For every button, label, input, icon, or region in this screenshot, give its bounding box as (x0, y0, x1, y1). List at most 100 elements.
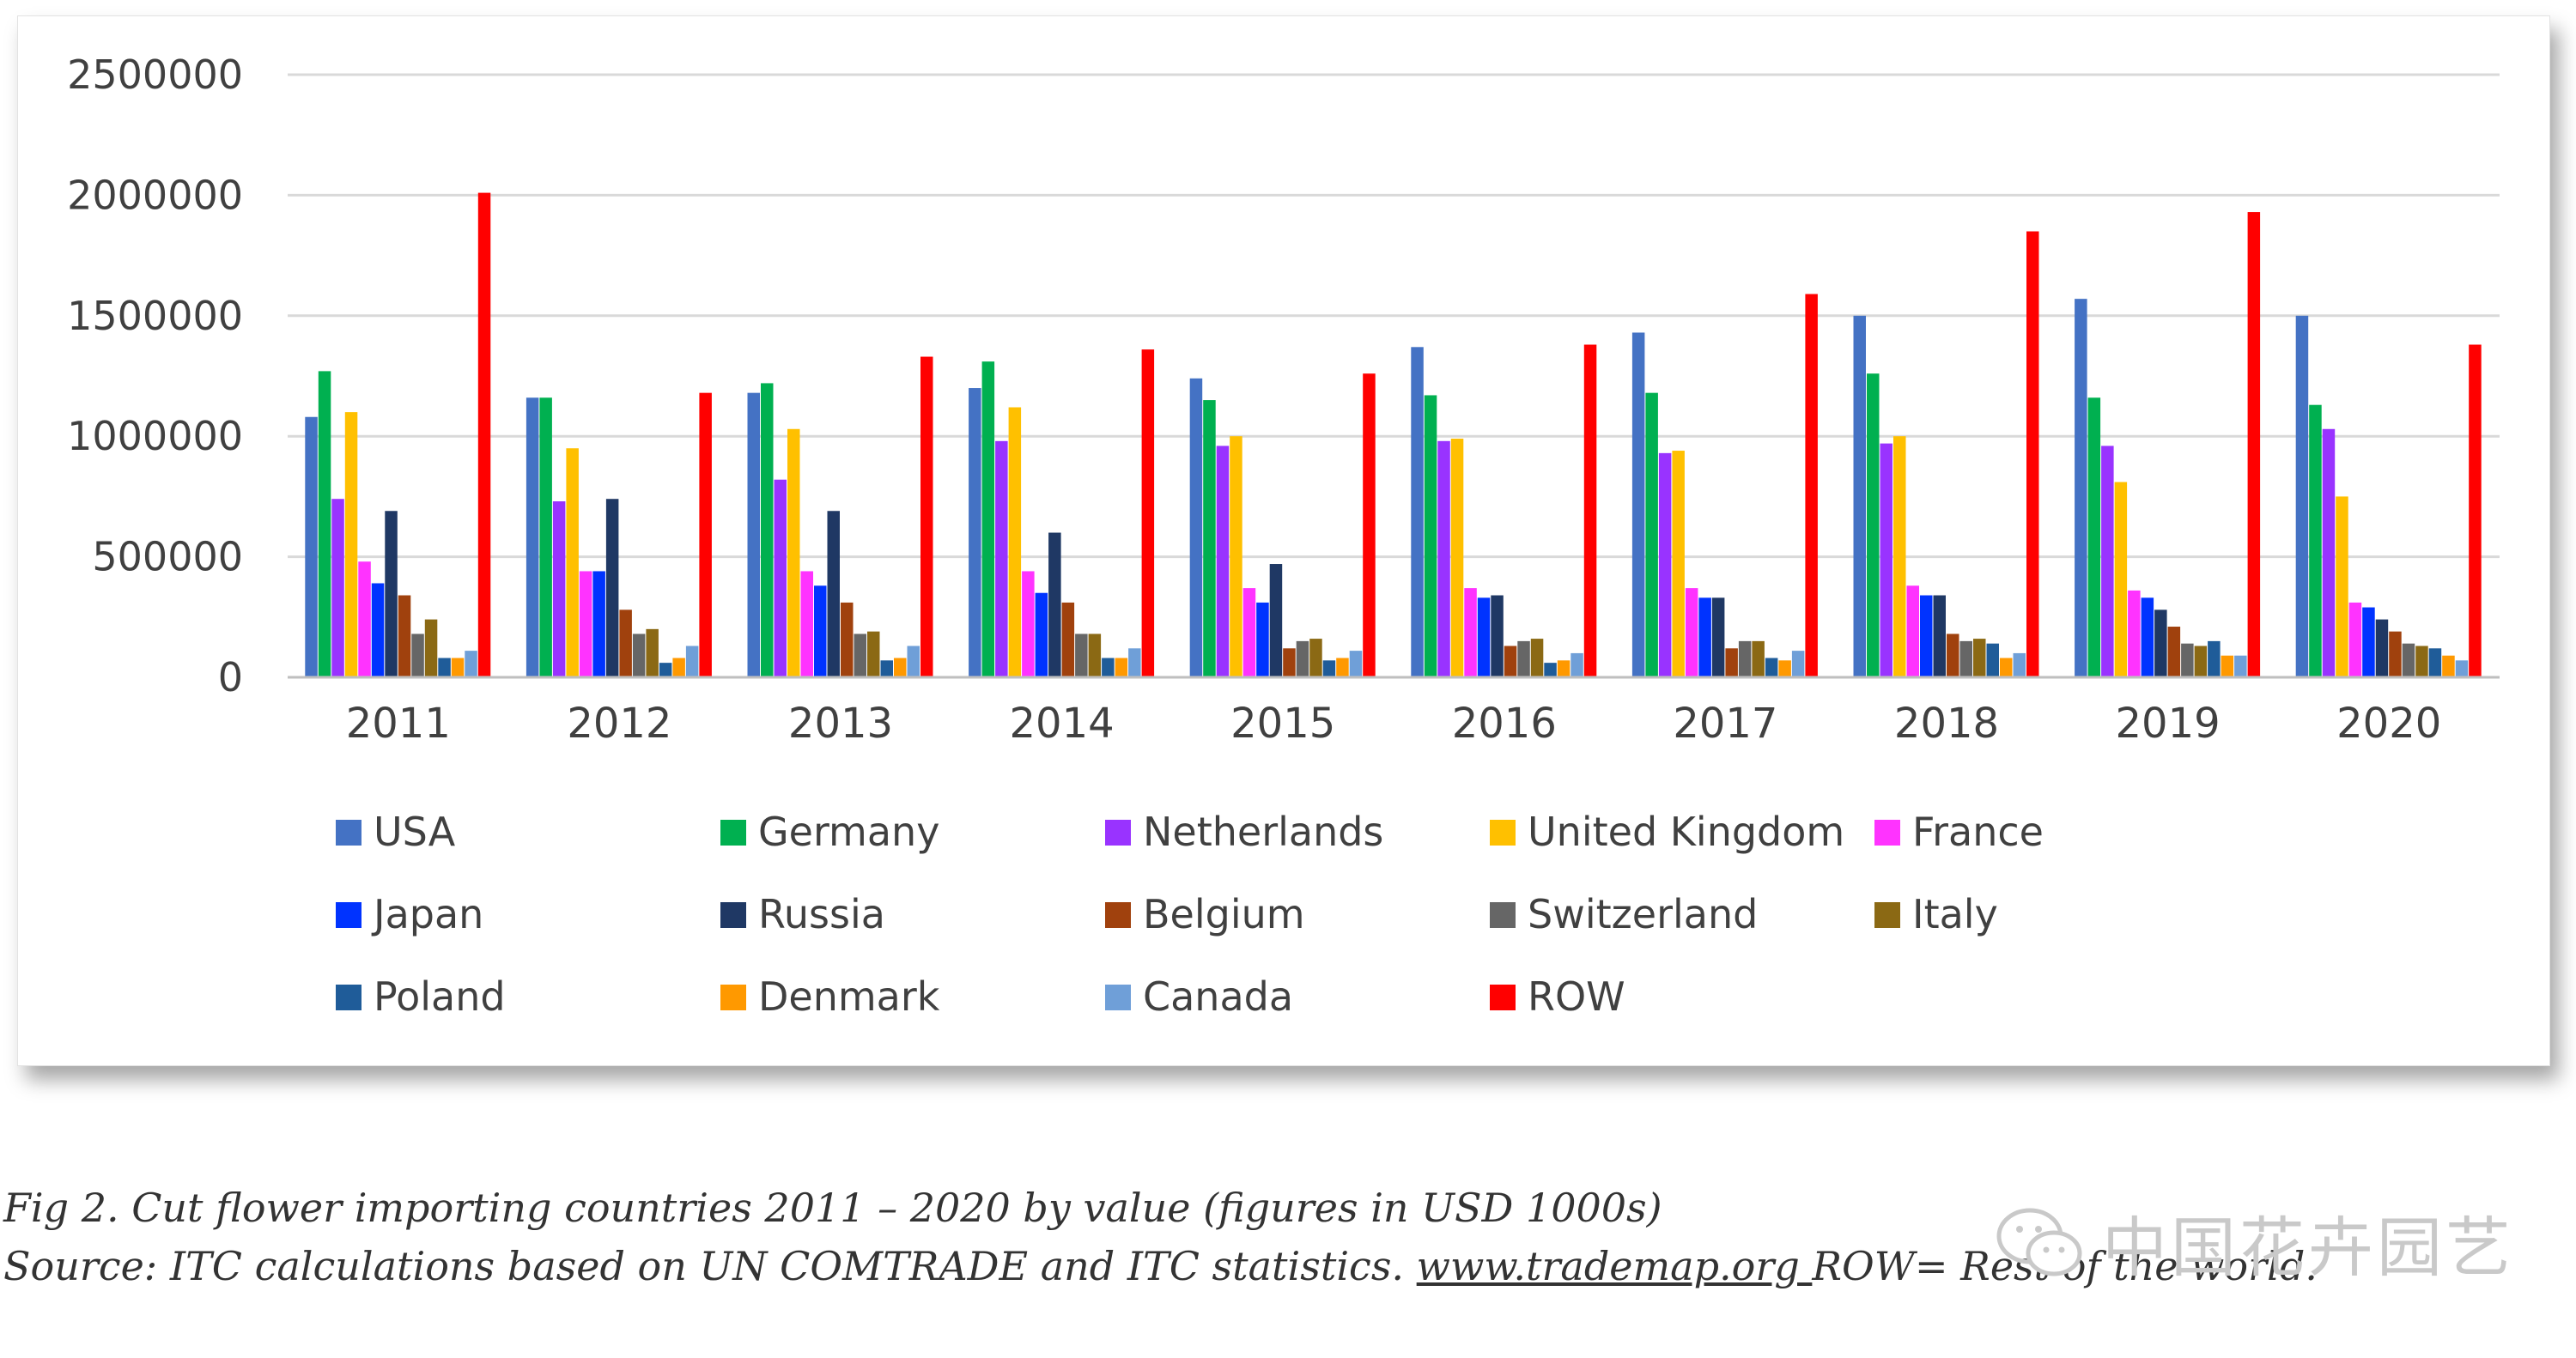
bar-united-kingdom (2336, 496, 2348, 677)
legend-label: Canada (1143, 973, 1293, 1020)
bar-netherlands (1216, 446, 1230, 677)
bar-belgium (841, 602, 854, 677)
bar-row (1363, 373, 1376, 677)
x-tick-label: 2017 (1673, 700, 1777, 748)
bar-poland (2428, 648, 2442, 677)
bar-usa (969, 388, 981, 677)
bar-russia (1933, 595, 1946, 677)
bar-denmark (2221, 655, 2234, 677)
source-caption: Source: ITC calculations based on UN COM… (3, 1243, 2318, 1289)
legend-label: Italy (1912, 891, 1998, 937)
legend-swatch (1490, 902, 1516, 928)
bar-switzerland (1296, 640, 1309, 677)
bar-italy (1088, 634, 1102, 677)
bar-row (2247, 212, 2261, 677)
x-tick-label: 2015 (1230, 700, 1335, 748)
bar-france (358, 561, 371, 677)
bar-switzerland (1075, 634, 1088, 677)
x-tick-label: 2014 (1010, 700, 1115, 748)
x-tick-label: 2012 (567, 700, 671, 748)
y-tick-label: 2500000 (67, 52, 243, 98)
bar-poland (1544, 663, 1557, 677)
bar-usa (747, 392, 760, 677)
legend-swatch (720, 820, 746, 846)
bar-usa (2075, 299, 2087, 677)
legend-swatch (1874, 902, 1900, 928)
bar-russia (605, 499, 619, 677)
bar-usa (1631, 332, 1645, 677)
bar-italy (2194, 646, 2208, 677)
legend-label: Russia (758, 891, 885, 937)
x-tick-label: 2019 (2116, 700, 2221, 748)
y-tick-label: 0 (218, 654, 243, 700)
legend-swatch (336, 820, 361, 846)
y-tick-label: 2000000 (67, 172, 243, 218)
bar-united-kingdom (1672, 451, 1685, 677)
bar-netherlands (1658, 452, 1672, 677)
legend-label: Japan (371, 891, 483, 937)
bar-belgium (398, 595, 411, 677)
bar-poland (1986, 643, 1999, 677)
bar-netherlands (1437, 440, 1450, 677)
bar-netherlands (774, 479, 787, 677)
bar-italy (2415, 646, 2428, 677)
bar-row (1583, 344, 1597, 677)
bar-germany (539, 397, 552, 677)
bar-united-kingdom (1450, 439, 1464, 677)
bar-netherlands (331, 499, 344, 677)
watermark: 中国花卉园艺 (1992, 1195, 2514, 1289)
bar-germany (1645, 392, 1658, 677)
bar-belgium (2389, 631, 2402, 677)
bar-france (1464, 588, 1477, 677)
bar-germany (2309, 404, 2322, 677)
bar-chart: 0 500000 1000000 1500000 2000000 2500000 2011 2… (67, 52, 2500, 1020)
bar-japan (592, 571, 605, 677)
bar-russia (2375, 619, 2389, 677)
bar-italy (1530, 639, 1544, 677)
bar-canada (2013, 652, 2026, 677)
bar-denmark (1115, 658, 1128, 677)
bar-netherlands (2322, 428, 2336, 677)
bar-denmark (1557, 660, 1571, 677)
bar-france (2348, 602, 2362, 677)
bar-netherlands (2101, 446, 2114, 677)
legend-swatch (1490, 820, 1516, 846)
bar-poland (2208, 640, 2221, 677)
bar-germany (2087, 397, 2101, 677)
bar-poland (1765, 658, 1778, 677)
bar-japan (1256, 602, 1269, 677)
bar-row (1141, 349, 1155, 677)
bar-poland (1102, 658, 1115, 677)
bar-france (1685, 588, 1698, 677)
bar-switzerland (1517, 640, 1530, 677)
bar-switzerland (854, 634, 866, 677)
legend-label: Switzerland (1528, 891, 1758, 937)
bar-canada (685, 646, 699, 677)
bar-canada (1571, 652, 1583, 677)
bar-denmark (2442, 655, 2455, 677)
bar-row (2469, 344, 2482, 677)
x-tick-label: 2011 (346, 700, 451, 748)
bar-russia (1491, 595, 1504, 677)
source-text: Source: ITC calculations based on UN COM… (3, 1243, 1417, 1289)
x-tick-label: 2013 (788, 700, 893, 748)
bar-italy (424, 619, 438, 677)
bar-russia (827, 511, 840, 677)
legend-label: France (1912, 809, 2044, 855)
trademap-link[interactable]: www.trademap.org (1416, 1243, 1813, 1289)
bar-italy (1752, 640, 1765, 677)
bar-germany (1203, 400, 1216, 677)
bar-united-kingdom (2114, 482, 2128, 677)
bar-russia (1269, 564, 1283, 677)
wechat-icon (1996, 1208, 2082, 1276)
bar-canada (907, 646, 920, 677)
bar-usa (1411, 347, 1424, 677)
legend-label: United Kingdom (1528, 809, 1844, 855)
legend-label: Denmark (758, 973, 940, 1020)
bar-italy (646, 628, 659, 677)
bar-switzerland (1959, 640, 1972, 677)
bar-france (1022, 571, 1035, 677)
bar-usa (2295, 315, 2309, 677)
bar-poland (1322, 660, 1336, 677)
bar-row (1805, 294, 1818, 677)
